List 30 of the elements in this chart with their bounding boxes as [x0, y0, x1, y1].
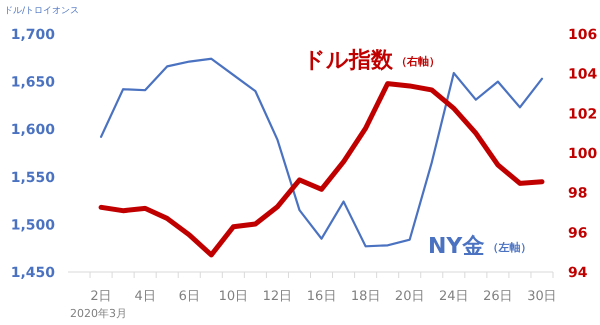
x-tick-label: 10日: [218, 289, 248, 304]
y-tick-label: 1,700: [10, 27, 56, 43]
x-tick-label: 12日: [262, 289, 292, 304]
annotation: （右軸）: [396, 55, 440, 68]
y-tick-label: 1,450: [10, 265, 56, 281]
x-tick-label: 30日: [527, 289, 557, 304]
y2-tick-label: 94: [568, 265, 588, 281]
x-tick-label: 4日: [134, 289, 156, 304]
y-axis-title: ドル/トロイオンス: [4, 6, 80, 16]
y2-tick-label: 98: [568, 186, 588, 202]
y2-tick-label: 106: [568, 27, 598, 43]
x-tick-label: 2日: [90, 289, 112, 304]
y2-tick-label: 102: [568, 106, 598, 122]
series-label: ドル指数: [303, 48, 394, 73]
x-tick-label: 18日: [350, 289, 380, 304]
y2-tick-label: 100: [568, 146, 598, 162]
y-tick-label: 1,650: [10, 74, 56, 91]
x-axis-title: 2020年3月: [70, 307, 127, 320]
annotation: （左軸）: [487, 241, 532, 254]
x-tick-label: 24日: [439, 289, 469, 304]
y-tick-label: 1,500: [10, 217, 56, 234]
y-tick-label: 1,600: [10, 122, 56, 138]
x-tick-label: 16日: [306, 289, 336, 304]
x-tick-label: 20日: [394, 289, 424, 304]
x-tick-label: 26日: [483, 289, 513, 304]
y2-tick-label: 104: [568, 66, 598, 83]
series-label: NY金: [428, 234, 484, 259]
y2-tick-label: 96: [568, 225, 588, 242]
x-tick-label: 6日: [178, 289, 200, 304]
y-tick-label: 1,550: [10, 170, 56, 186]
